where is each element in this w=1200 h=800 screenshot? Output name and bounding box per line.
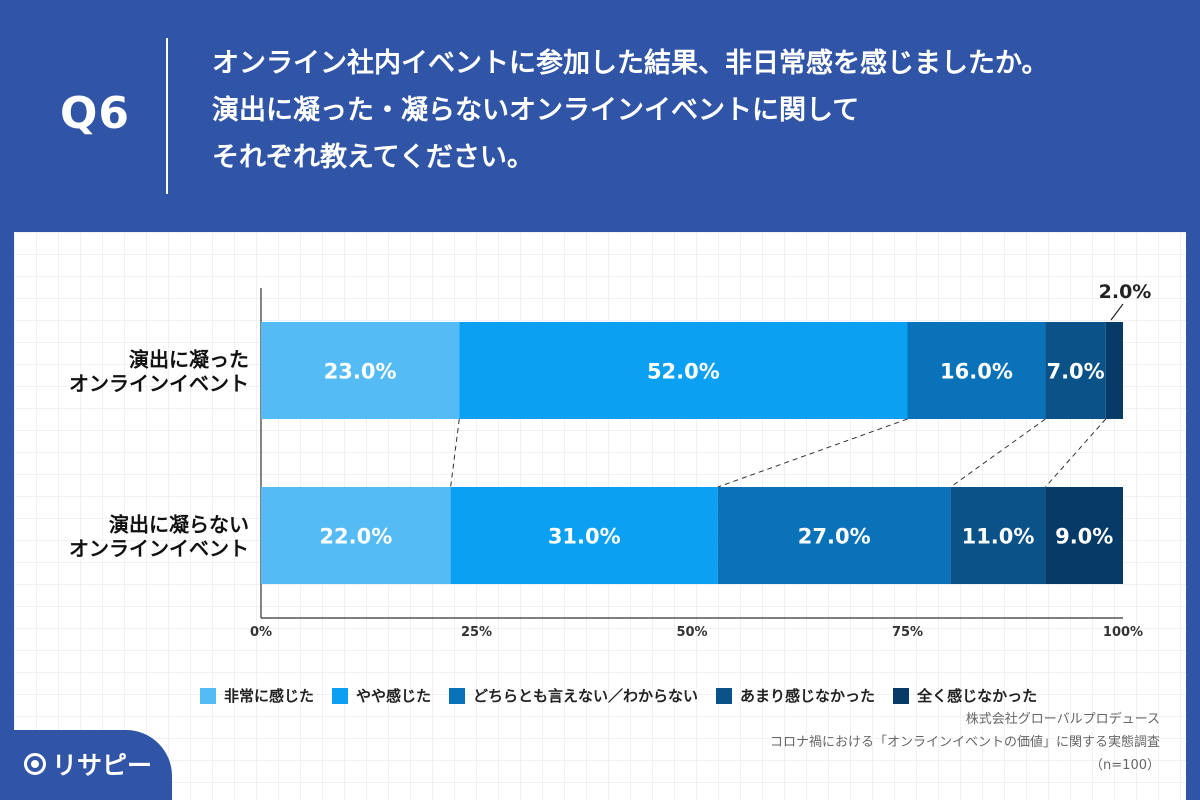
x-tick-label: 50%	[676, 625, 707, 640]
bar-segment	[1105, 322, 1123, 419]
data-label: 52.0%	[647, 360, 720, 384]
pin-icon	[24, 753, 46, 775]
legend-swatch	[893, 687, 910, 704]
source-survey: コロナ禍における「オンラインイベントの価値」に関する実態調査	[769, 735, 1160, 750]
source-company: 株式会社グローバルプロデュース	[965, 712, 1160, 727]
legend-label: あまり感じなかった	[740, 687, 876, 705]
question-line-1: オンライン社内イベントに参加した結果、非日常感を感じましたか。	[212, 48, 1049, 79]
category-label: オンラインイベント	[69, 372, 249, 396]
legend-label: どちらとも言えない／わからない	[473, 687, 699, 705]
legend-item: 非常に感じた	[200, 685, 314, 706]
logo-text: リサピー	[52, 751, 153, 780]
bar-segment	[907, 322, 1046, 419]
question-line-3: それぞれ教えてください。	[212, 142, 534, 173]
bar-segment	[261, 322, 460, 419]
question-line-2: 演出に凝った・凝らないオンラインイベントに関して	[212, 95, 860, 126]
legend-swatch	[200, 687, 216, 704]
data-label: 16.0%	[940, 360, 1013, 384]
data-label: 2.0%	[1099, 281, 1152, 303]
bar-segment	[950, 487, 1046, 584]
source-note: 株式会社グローバルプロデュース コロナ禍における「オンラインイベントの価値」に関…	[770, 708, 1160, 777]
legend-swatch	[449, 687, 466, 704]
header-divider	[166, 38, 168, 194]
legend-label: 全く感じなかった	[917, 687, 1038, 705]
chart-panel: 0% 25% 50% 75% 100% 23.0% 52.0% 16.0% 7.0% 2.0% 演出…	[14, 232, 1186, 800]
data-label: 23.0%	[324, 360, 397, 384]
bar-segment	[261, 487, 451, 584]
stacked-bar-chart: 0% 25% 50% 75% 100% 23.0% 52.0% 16.0% 7.0% 2.0% 演出…	[69, 281, 1152, 640]
data-label: 7.0%	[1046, 360, 1104, 384]
x-tick-label: 25%	[461, 625, 492, 640]
data-label: 11.0%	[962, 525, 1035, 549]
header: Q6 オンライン社内イベントに参加した結果、非日常感を感じましたか。 演出に凝っ…	[0, 0, 1200, 232]
brand-logo: リサピー	[24, 746, 152, 782]
x-tick-label: 100%	[1103, 625, 1143, 640]
data-label: 31.0%	[548, 525, 621, 549]
legend-swatch	[332, 687, 349, 704]
legend-item: どちらとも言えない／わからない	[449, 685, 698, 706]
legend-swatch	[716, 687, 733, 704]
legend-item: やや感じた	[332, 685, 431, 706]
bar-segment	[717, 487, 951, 584]
bar-segment	[1045, 487, 1123, 584]
label-leader-line	[1110, 303, 1124, 321]
legend-item: あまり感じなかった	[716, 685, 875, 706]
connector-line	[717, 418, 908, 488]
category-label: 演出に凝った	[129, 348, 249, 372]
category-label: 演出に凝らない	[109, 513, 249, 537]
connector-line	[450, 418, 460, 488]
bar-segment	[1045, 322, 1106, 419]
bar-segment	[459, 322, 908, 419]
legend-label: やや感じた	[356, 687, 432, 705]
category-label: オンラインイベント	[69, 537, 249, 561]
connector-line	[1045, 418, 1107, 488]
question-number: Q6	[60, 88, 131, 139]
data-label: 27.0%	[798, 525, 871, 549]
question-text: オンライン社内イベントに参加した結果、非日常感を感じましたか。 演出に凝った・凝…	[212, 40, 1192, 181]
chart-legend: 非常に感じた やや感じた どちらとも言えない／わからない あまり感じなかった 全…	[200, 685, 1037, 706]
data-label: 9.0%	[1055, 525, 1113, 549]
x-tick-label: 75%	[892, 625, 923, 640]
connector-line	[950, 418, 1046, 488]
source-sample: （n=100）	[1090, 758, 1160, 773]
x-tick-label: 0%	[250, 625, 272, 640]
legend-label: 非常に感じた	[224, 687, 315, 705]
data-label: 22.0%	[319, 525, 392, 549]
legend-item: 全く感じなかった	[893, 685, 1037, 706]
bar-segment	[450, 487, 718, 584]
